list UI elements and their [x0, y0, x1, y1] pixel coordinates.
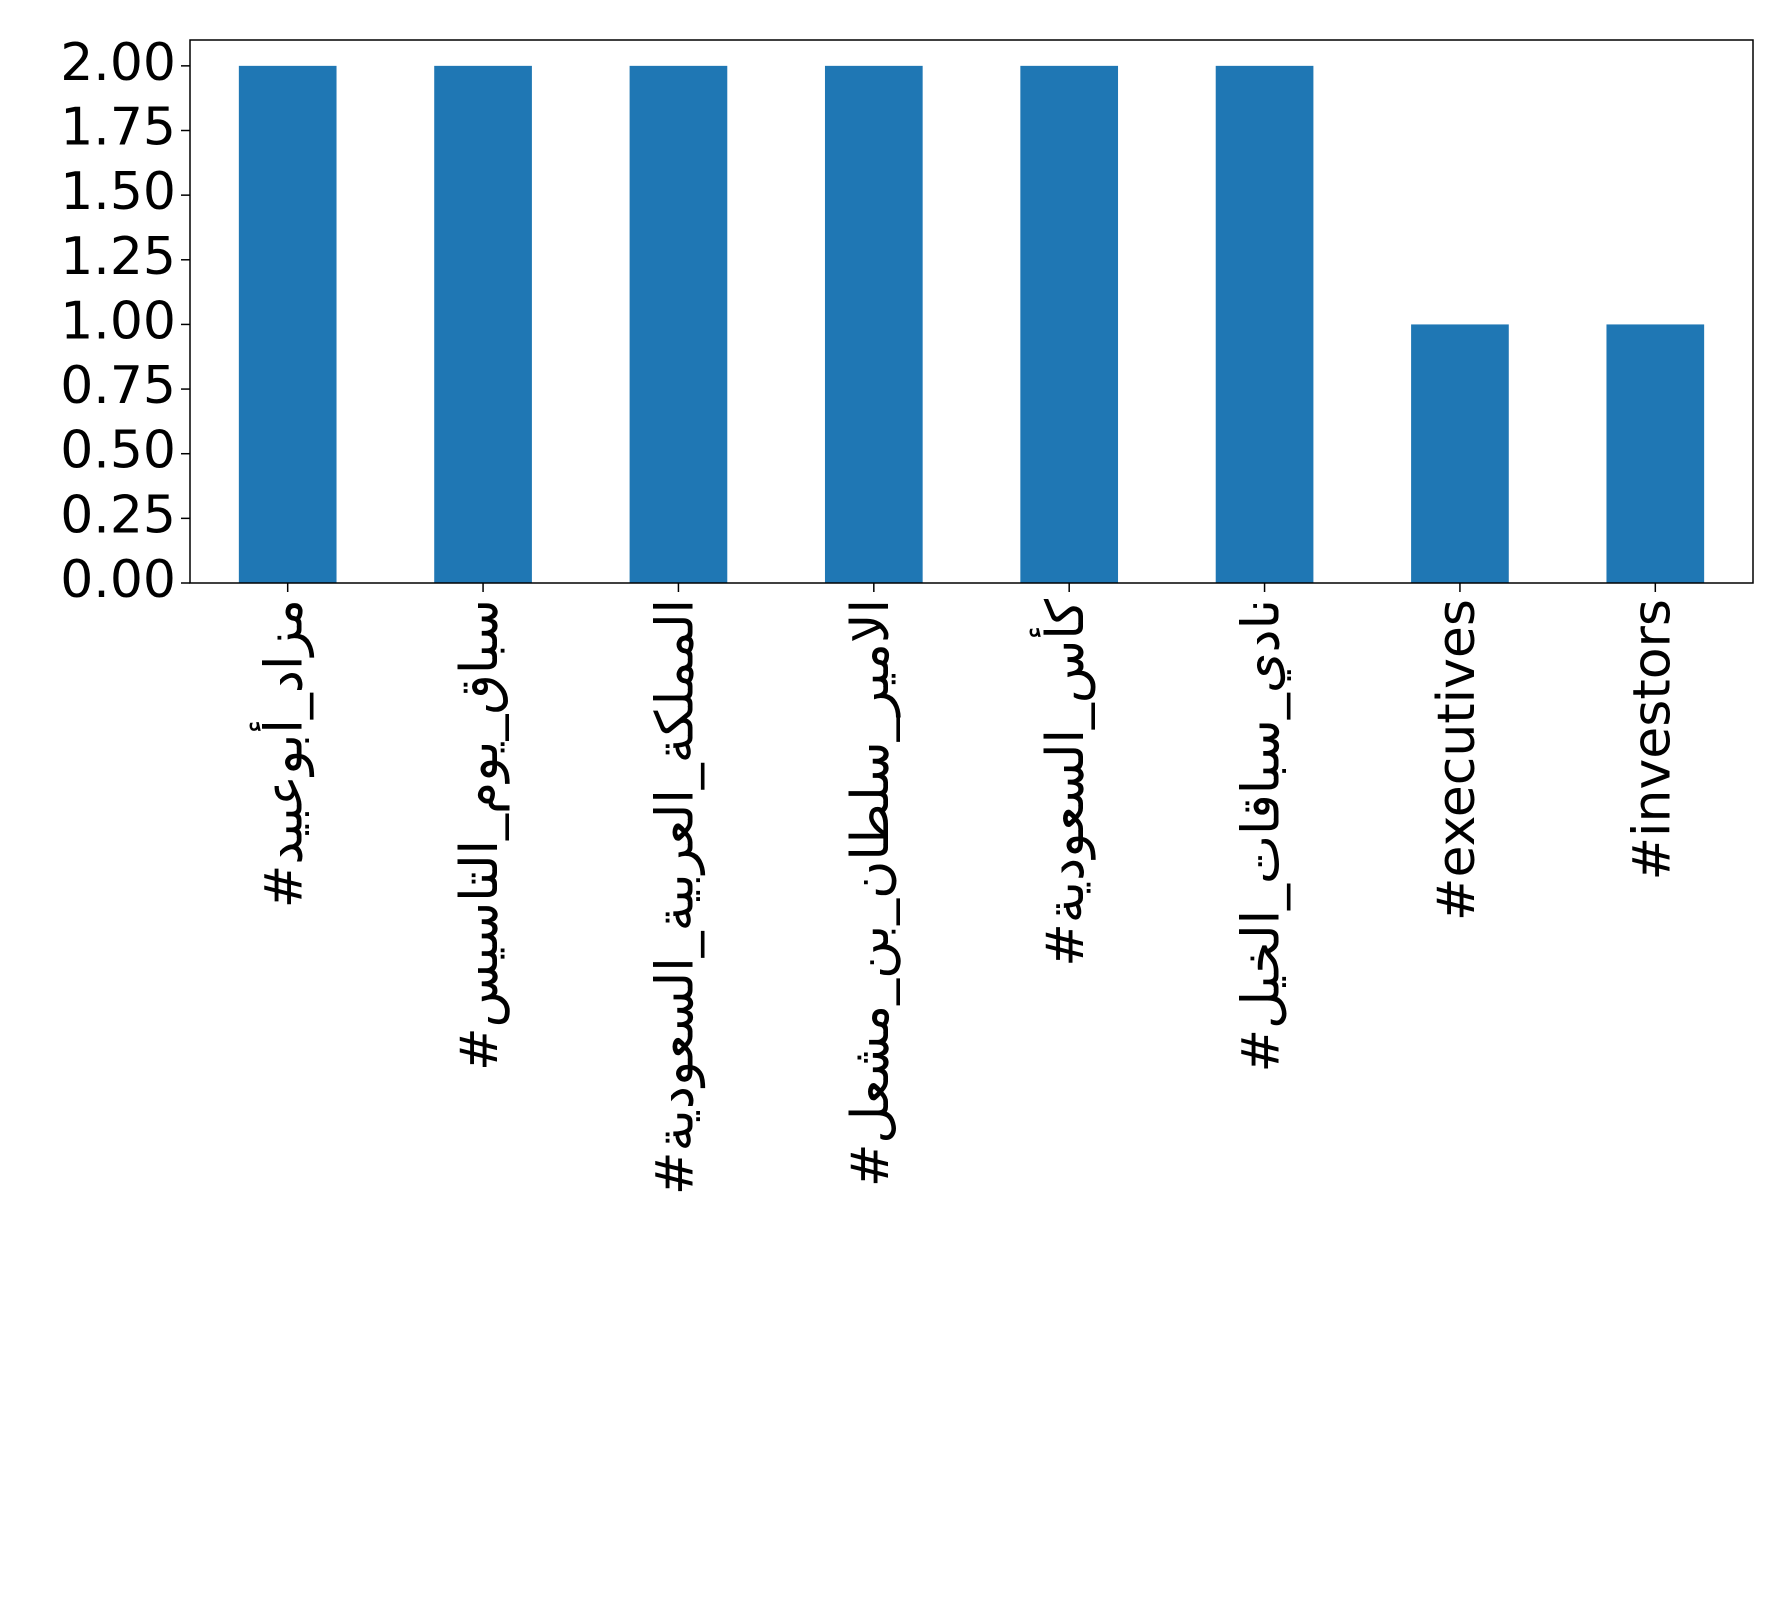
y-tick-label: 0.25: [60, 485, 176, 545]
x-tick-label: #الامير_سلطان_بن_مشعل: [841, 599, 901, 1187]
x-tick-label: #مزاد_أبوعبيد: [250, 599, 315, 908]
x-tick-label: #investors: [1622, 599, 1682, 881]
x-tick-label: #سباق_يوم_التاسيس: [450, 599, 510, 1071]
x-tick-label: #نادي_سباقات_الخيل: [1232, 599, 1292, 1072]
x-tick-label: #executives: [1427, 599, 1487, 921]
y-tick-label: 2.00: [60, 33, 176, 93]
y-tick-label: 1.75: [60, 98, 176, 158]
y-tick-label: 1.25: [60, 227, 176, 287]
bar: [824, 65, 923, 584]
y-tick-label: 1.00: [60, 291, 176, 351]
bar: [629, 65, 728, 584]
plot-frame: [189, 39, 1754, 584]
x-tick-label: #المملكة_العربية_السعودية: [645, 599, 705, 1195]
x-tick-label: #كأس_السعودية: [1029, 599, 1096, 967]
y-tick-label: 0.00: [60, 550, 176, 610]
bar: [1215, 65, 1314, 584]
bar: [1020, 65, 1119, 584]
y-tick-label: 0.75: [60, 356, 176, 416]
y-tick-label: 0.50: [60, 421, 176, 481]
y-tick-label: 1.50: [60, 162, 176, 222]
bar: [1411, 324, 1509, 583]
bar: [1606, 324, 1705, 583]
bar: [434, 65, 532, 584]
bar: [238, 65, 337, 584]
